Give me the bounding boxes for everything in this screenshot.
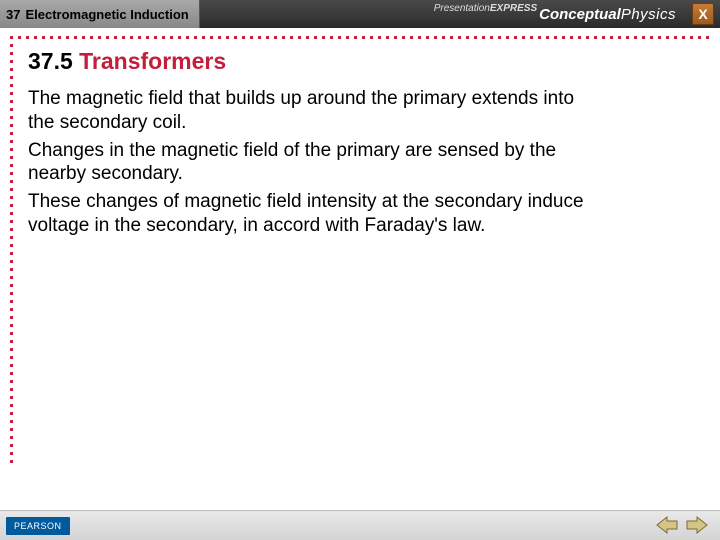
footer-bar: PEARSON (0, 510, 720, 540)
publisher-logo: PEARSON (6, 517, 70, 535)
arrow-right-icon (685, 515, 709, 535)
paragraph: The magnetic field that builds up around… (28, 87, 588, 135)
brand-physics: Physics (621, 6, 676, 23)
section-title-text: Transformers (79, 48, 226, 74)
paragraph: Changes in the magnetic field of the pri… (28, 139, 588, 187)
section-heading: 37.5 Transformers (28, 48, 700, 75)
dots-vertical (10, 36, 16, 466)
brand-logo: PresentationEXPRESS ConceptualPhysics (434, 0, 676, 28)
brand-small: Presentation (434, 3, 490, 14)
chapter-title: Electromagnetic Induction (25, 7, 188, 22)
close-button[interactable]: X (692, 3, 714, 25)
brand-express: EXPRESS (490, 3, 537, 14)
nav-arrows (654, 514, 710, 536)
chapter-tab: 37 Electromagnetic Induction (0, 0, 200, 28)
close-icon: X (698, 6, 707, 22)
arrow-left-icon (655, 515, 679, 535)
slide-content: 37.5 Transformers The magnetic field tha… (28, 38, 700, 242)
prev-button[interactable] (654, 514, 680, 536)
chapter-number: 37 (6, 7, 20, 22)
top-bar: 37 Electromagnetic Induction Presentatio… (0, 0, 720, 28)
paragraph: These changes of magnetic field intensit… (28, 190, 588, 238)
body-text: The magnetic field that builds up around… (28, 87, 588, 238)
next-button[interactable] (684, 514, 710, 536)
brand-conceptual: Conceptual (539, 6, 621, 23)
section-number: 37.5 (28, 48, 73, 74)
